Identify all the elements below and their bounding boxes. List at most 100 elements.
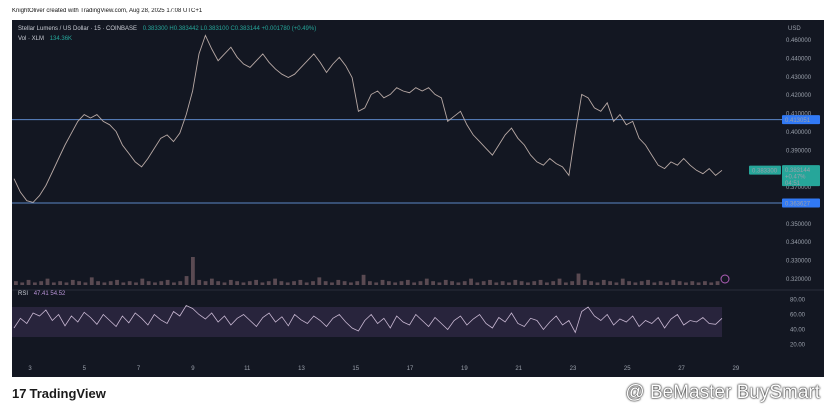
volume-bar	[507, 282, 511, 285]
volume-bar	[247, 281, 252, 285]
volume-bar	[412, 282, 417, 285]
rsi-axis-tick-label: 60.00	[790, 313, 806, 319]
volume-bar	[456, 282, 461, 285]
volume-bar	[431, 281, 436, 285]
price-axis-tick-label: 0.440000	[786, 56, 812, 62]
volume-bar	[184, 276, 189, 285]
volume-bar	[304, 282, 309, 285]
symbol-legend: Stellar Lumens / US Dollar · 15 · COINBA…	[18, 26, 316, 32]
volume-bar	[323, 281, 328, 285]
volume-bar	[254, 279, 259, 285]
watermark-text: @ BeMaster BuySmart	[625, 382, 820, 403]
time-axis-tick-label: 11	[244, 366, 251, 372]
volume-bar	[469, 278, 473, 285]
volume-bar	[532, 281, 537, 285]
time-axis-tick-label: 15	[352, 366, 359, 372]
volume-bar	[652, 282, 657, 285]
tradingview-logo[interactable]: 17 TradingView	[12, 386, 106, 401]
time-axis-tick-label: 7	[137, 366, 141, 372]
rsi-line	[13, 304, 723, 334]
volume-bar	[172, 282, 176, 285]
volume-bar	[292, 281, 296, 285]
volume-bar	[96, 281, 100, 285]
volume-bar	[570, 281, 575, 285]
lower-level-badge-bg	[782, 198, 820, 208]
price-line	[13, 34, 723, 203]
rsi-legend: RSI 47.41 54.52	[18, 291, 65, 297]
volume-bar	[380, 279, 385, 285]
volume-bar	[70, 279, 75, 285]
volume-bar	[159, 281, 164, 285]
volume-bar	[684, 282, 688, 285]
volume-bar	[279, 281, 284, 285]
volume-bar	[608, 281, 613, 285]
current-price-badge-text: +0.47%	[785, 175, 806, 181]
volume-bar	[386, 281, 391, 285]
rsi-axis-tick-label: 20.00	[790, 343, 806, 349]
price-axis-tick-label: 0.320000	[786, 277, 812, 283]
volume-bar	[601, 279, 606, 285]
volume-bar	[134, 282, 138, 285]
volume-bar	[349, 282, 353, 285]
alert-marker-icon[interactable]	[720, 274, 730, 284]
volume-bar	[178, 281, 183, 285]
volume-bar	[64, 282, 69, 285]
volume-bar	[355, 281, 360, 285]
volume-bar	[614, 282, 619, 285]
volume-bar	[494, 282, 499, 285]
chart-frame[interactable]: 0.460000 0.440000 0.430000 0.420000 0.410000…	[12, 20, 824, 377]
volume-bar	[146, 281, 151, 285]
volume-value: 134.36K	[49, 36, 73, 42]
volume-bar	[127, 281, 132, 285]
current-price-badge-text: 0.383144	[785, 168, 811, 174]
volume-bar	[235, 281, 240, 285]
time-axis-tick-label: 29	[732, 366, 739, 372]
price-axis-tick-label: 0.330000	[786, 259, 812, 265]
volume-bar	[513, 279, 518, 285]
volume-bar	[526, 282, 530, 285]
currency-label: USD	[788, 26, 801, 32]
volume-bar	[677, 281, 682, 285]
volume-bar	[14, 281, 18, 285]
volume-bar	[500, 281, 505, 285]
volume-bars	[14, 257, 720, 285]
volume-bar	[89, 277, 94, 285]
volume-bar	[589, 281, 594, 285]
chart-canvas[interactable]: 0.460000 0.440000 0.430000 0.420000 0.410000…	[12, 20, 824, 377]
volume-bar	[20, 282, 25, 285]
symbol-name: Stellar Lumens / US Dollar · 15 · COINBA…	[18, 26, 138, 32]
volume-bar	[102, 282, 107, 285]
volume-bar	[26, 279, 31, 285]
volume-bar	[140, 278, 145, 285]
volume-bar	[595, 282, 600, 285]
rsi-label: RSI	[18, 291, 29, 297]
current-price-badge-text: 04:51	[785, 181, 801, 187]
volume-bar	[311, 281, 315, 285]
volume-bar	[209, 278, 214, 285]
lower-level-badge-text: 0.363627	[785, 201, 811, 207]
volume-bar	[368, 281, 372, 285]
volume-bar	[488, 279, 492, 285]
volume-bar	[405, 279, 410, 285]
volume-bar	[153, 282, 157, 285]
time-axis-tick-label: 23	[570, 366, 577, 372]
volume-bar	[51, 282, 56, 285]
volume-bar	[633, 282, 638, 285]
volume-bar	[551, 281, 556, 285]
volume-bar	[538, 279, 543, 285]
volume-bar	[165, 279, 170, 285]
volume-bar	[563, 282, 568, 285]
volume-bar	[690, 281, 695, 285]
price-axis-tick-label: 0.420000	[786, 93, 812, 99]
time-axis-tick-label: 9	[191, 366, 195, 372]
volume-bar	[639, 281, 644, 285]
time-axis-tick-label: 5	[83, 366, 87, 372]
volume-bar	[330, 282, 334, 285]
volume-bar	[519, 281, 524, 285]
volume-bar	[374, 282, 379, 285]
volume-bar	[260, 282, 265, 285]
volume-bar	[39, 281, 44, 285]
volume-bar	[45, 278, 50, 285]
time-axis-tick-label: 13	[298, 366, 305, 372]
volume-bar	[336, 279, 341, 285]
